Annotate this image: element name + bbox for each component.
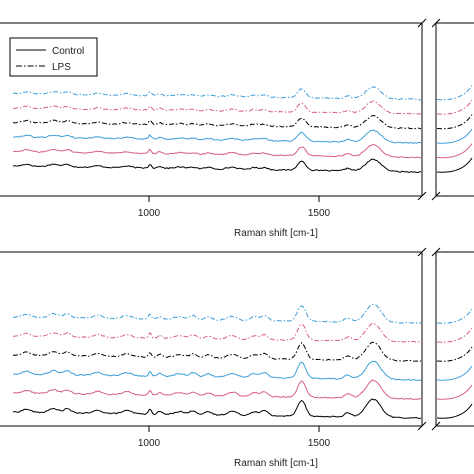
spectrum-line-top-1-after-break (436, 157, 473, 173)
bottom-x-axis: 1000 1500 Raman shift [cm-1] (138, 426, 331, 469)
spectrum-line-bottom-1 (12, 398, 422, 419)
spectrum-line-bottom-6-after-break (436, 308, 473, 324)
legend-box (9, 37, 98, 77)
top-tick-label-1500: 1500 (308, 208, 331, 219)
bottom-tick-label-1500: 1500 (308, 438, 331, 449)
spectrum-line-top-5 (12, 100, 422, 115)
bottom-x-axis-title: Raman shift [cm-1] (234, 458, 318, 469)
top-x-axis-title: Raman shift [cm-1] (234, 228, 318, 239)
axis-break-marker-bottom (417, 247, 441, 431)
legend: Control LPS (9, 37, 98, 77)
spectrum-line-top-4-after-break (436, 114, 473, 130)
spectrum-line-bottom-6 (12, 303, 422, 325)
bottom-panel: 1000 1500 Raman shift [cm-1] (0, 247, 474, 469)
top-tick-label-1000: 1000 (138, 208, 161, 219)
legend-label-lps: LPS (52, 62, 71, 73)
legend-label-control: Control (52, 46, 84, 57)
top-panel: Control LPS 1000 1500 Raman shift [cm-1] (0, 18, 474, 239)
spectrum-line-top-4 (12, 114, 422, 130)
spectrum-line-top-1 (12, 158, 422, 174)
bottom-tick-label-1000: 1000 (138, 438, 161, 449)
spectrum-line-top-2 (12, 144, 421, 159)
bottom-traces-right-segment (436, 308, 473, 419)
spectrum-line-bottom-2-after-break (436, 384, 473, 400)
spectrum-line-bottom-4-after-break (436, 346, 473, 362)
top-traces (12, 86, 422, 174)
spectrum-line-bottom-3 (12, 360, 422, 382)
spectrum-line-bottom-4 (12, 341, 422, 362)
spectrum-line-bottom-2 (12, 379, 422, 400)
spectrum-line-top-6 (12, 86, 421, 101)
spectrum-line-top-5-after-break (436, 99, 473, 115)
top-x-axis: 1000 1500 Raman shift [cm-1] (138, 196, 331, 239)
spectrum-line-bottom-5-after-break (436, 327, 473, 343)
spectrum-line-top-3 (12, 129, 422, 144)
top-traces-right-segment (436, 85, 473, 173)
spectrum-line-top-3-after-break (436, 128, 473, 144)
spectrum-line-bottom-5 (12, 322, 422, 343)
spectrum-line-top-2-after-break (436, 143, 473, 159)
spectrum-line-bottom-1-after-break (436, 403, 473, 419)
bottom-traces (12, 303, 422, 419)
spectrum-line-top-6-after-break (436, 85, 473, 101)
axis-break-marker-top (417, 18, 441, 201)
spectrum-line-bottom-3-after-break (436, 365, 473, 381)
